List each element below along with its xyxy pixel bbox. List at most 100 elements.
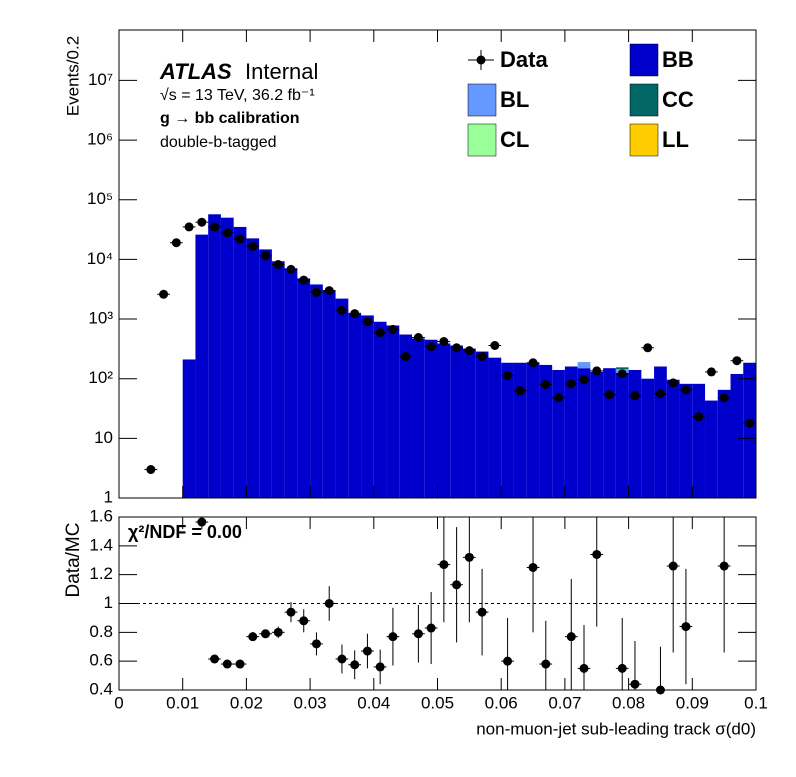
stack-bar [259, 249, 272, 498]
data-point [222, 228, 232, 238]
stack-bar [450, 345, 463, 498]
ratio-point [337, 654, 347, 664]
x-tick-label: 0.09 [676, 693, 709, 712]
ratio-point [464, 552, 474, 562]
stack-bar [475, 351, 489, 498]
ratio-point [362, 646, 372, 656]
data-point [184, 222, 194, 232]
ratio-point [477, 607, 487, 617]
data-point [706, 367, 716, 377]
stack-bar [335, 298, 349, 498]
ratio-point [375, 662, 385, 672]
ratio-point [503, 656, 513, 666]
stack-bar [182, 359, 196, 498]
legend-label: BB [662, 47, 694, 72]
legend-label: CL [500, 127, 529, 152]
stack-bar [615, 367, 629, 370]
stack-bar [615, 372, 629, 498]
plot-frame [118, 516, 757, 691]
stack-bar [552, 369, 565, 498]
y-tick-label: 0.8 [89, 622, 113, 641]
data-point [719, 393, 729, 403]
ratio-point [299, 616, 309, 626]
y-tick-label: 10² [88, 368, 113, 387]
x-tick-label: 0 [114, 693, 123, 712]
stack-bar [705, 400, 718, 498]
x-tick-label: 0.06 [485, 693, 518, 712]
data-point [146, 465, 156, 475]
y-tick-label: 1.2 [89, 564, 113, 583]
legend-label: Data [500, 47, 548, 72]
stack-bar [322, 290, 336, 498]
data-point [566, 379, 576, 389]
y-tick-label: 1 [104, 593, 113, 612]
stack-bar [501, 362, 514, 498]
y-tick-label: 10⁷ [88, 70, 113, 89]
data-point [337, 305, 347, 315]
legend-swatch [629, 123, 659, 157]
stack-bar [743, 362, 756, 498]
y-tick-label: 10³ [88, 309, 113, 328]
data-point [350, 309, 360, 319]
ratio-point [681, 622, 691, 632]
selection-label: double-b-tagged [160, 134, 277, 151]
data-point [643, 343, 653, 353]
x-tick-label: 0.08 [612, 693, 645, 712]
ratio-point [235, 659, 245, 669]
x-tick-label: 0.1 [744, 693, 768, 712]
x-axis-label: non-muon-jet sub-leading track σ(d0) [476, 719, 756, 738]
stack-bar [679, 383, 693, 498]
stack-bar [513, 362, 527, 498]
stack-bar [462, 348, 476, 498]
ratio-point [413, 629, 423, 639]
y-tick-label: 10⁵ [87, 189, 113, 208]
stack-bar [399, 334, 413, 498]
chi2-label: χ²/NDF = 0.00 [128, 522, 242, 542]
data-point [579, 375, 589, 385]
y-tick-label: 10⁶ [87, 130, 113, 149]
stack-bar [271, 261, 285, 498]
data-point [464, 346, 474, 356]
data-point [413, 333, 423, 343]
ratio-point [668, 561, 678, 571]
stack-bar [641, 378, 655, 498]
stack-bar [310, 284, 323, 498]
data-point [375, 328, 385, 338]
x-tick-label: 0.04 [357, 693, 390, 712]
stack-bar [730, 373, 744, 498]
y-tick-label: 1.6 [89, 506, 113, 525]
legend-label: LL [662, 127, 689, 152]
data-point [477, 352, 487, 362]
stack-bar [628, 369, 642, 498]
ratio-point [261, 629, 271, 639]
stack-bar [564, 366, 578, 498]
ratio-point [439, 560, 449, 570]
stack-bar [297, 278, 311, 498]
y-tick-label: 1.4 [89, 535, 113, 554]
ratio-point [286, 607, 296, 617]
x-tick-label: 0.07 [548, 693, 581, 712]
energy-label: √s = 13 TeV, 36.2 fb⁻¹ [160, 87, 315, 104]
stack-bar [208, 214, 221, 498]
x-tick-label: 0.01 [166, 693, 199, 712]
x-tick-label: 0.03 [294, 693, 327, 712]
y-tick-label: 0.4 [89, 679, 113, 698]
ratio-point [197, 517, 207, 527]
data-point [197, 217, 207, 227]
ratio-point [617, 663, 627, 673]
data-point [554, 393, 564, 403]
stack-bar [717, 389, 731, 498]
status-label: Internal [245, 59, 318, 84]
data-point [655, 389, 665, 399]
ratio-point [719, 561, 729, 571]
stack-bar [666, 379, 680, 498]
data-point [299, 275, 309, 285]
plot-frame [118, 29, 757, 499]
ratio-point [350, 660, 360, 670]
data-point [617, 369, 627, 379]
ratio-point [248, 632, 258, 642]
data-point [503, 371, 513, 381]
y-tick-label: 1 [104, 487, 113, 506]
data-point [528, 358, 538, 368]
